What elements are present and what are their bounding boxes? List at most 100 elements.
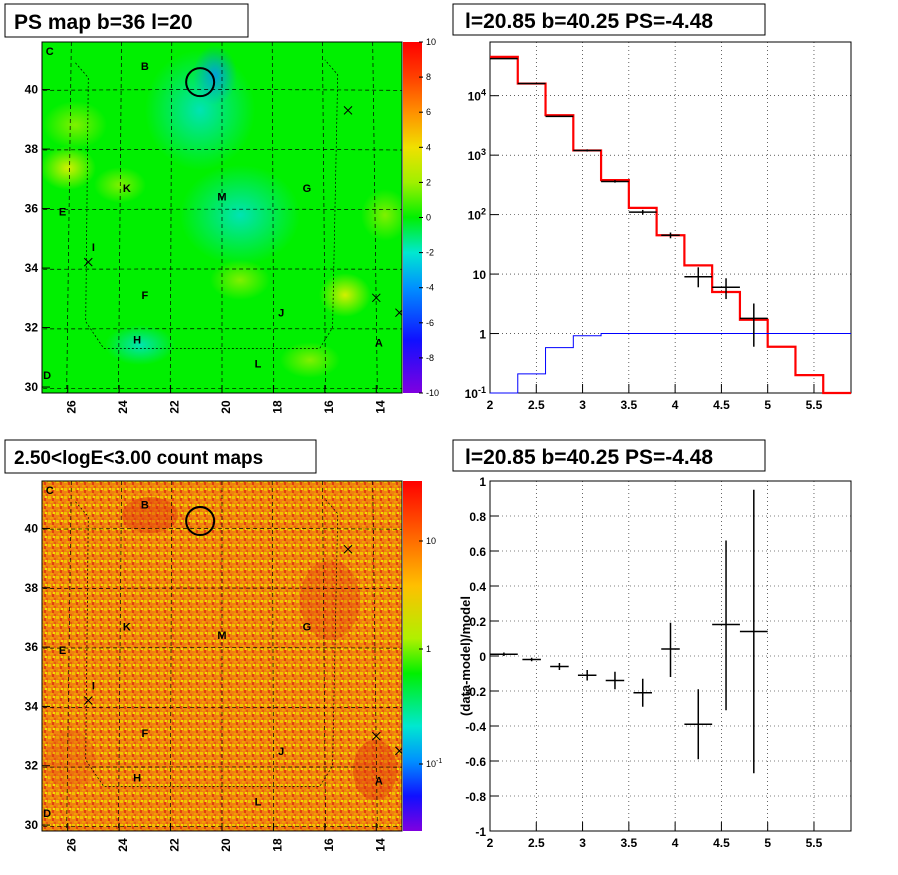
y-tick-label: 40 xyxy=(25,83,39,97)
x-tick-label: 14 xyxy=(373,838,387,852)
region-label: G xyxy=(303,183,312,195)
x-tick-label: 5.5 xyxy=(806,398,823,412)
residual-title-box xyxy=(452,439,766,472)
y-tick-label: -0.6 xyxy=(465,755,486,769)
graticule-lon-line xyxy=(322,42,326,393)
x-tick-label: 4.5 xyxy=(713,836,730,850)
x-tick-label: 16 xyxy=(322,400,336,414)
x-tick-label: 20 xyxy=(219,400,233,414)
x-tick-label: 5.5 xyxy=(806,836,823,850)
colorbar-tick-label: -10 xyxy=(426,388,439,398)
region-boundary xyxy=(75,59,339,349)
region-label: M xyxy=(217,192,226,204)
region-label: J xyxy=(278,746,284,758)
target-circle xyxy=(185,67,216,98)
x-tick-label: 2.5 xyxy=(528,398,545,412)
x-tick-label: 5 xyxy=(764,398,771,412)
count-map-title: 2.50<logE<3.00 count maps xyxy=(14,448,263,469)
graticule-lat-line xyxy=(42,89,402,91)
count-map-panel: C B K M G E I F J H A L D 10 1 10-1 26 24 22 20 18 16 14 30 32… xyxy=(4,439,442,852)
spectrum-plot: 2 2.5 3 3.5 4 4.5 5 5.5 10-1 1 10 102 103 104 xyxy=(465,42,851,412)
ps-map-heatmap xyxy=(42,42,402,393)
region-label: G xyxy=(303,621,312,633)
y-tick-label: 36 xyxy=(25,202,39,216)
graticule-lon-line xyxy=(118,42,122,393)
y-tick-label: 0.2 xyxy=(469,615,486,629)
y-tick-label: 32 xyxy=(25,759,39,773)
graticule-lon-line xyxy=(118,481,122,831)
x-tick-label: 3.5 xyxy=(621,836,638,850)
y-tick-label: 0 xyxy=(479,650,486,664)
ps-map-axes: 26 24 22 20 18 16 14 30 32 34 36 38 40 xyxy=(25,83,388,414)
x-tick-label: 2 xyxy=(487,398,494,412)
x-tick-label: 2 xyxy=(487,836,494,850)
region-label: I xyxy=(92,681,95,693)
colorbar-tick-label: 6 xyxy=(426,107,431,117)
region-label: I xyxy=(92,242,95,254)
colorbar-tick-label: 2 xyxy=(426,177,431,187)
colorbar-tick-label: 1 xyxy=(426,644,431,654)
region-label: B xyxy=(141,500,149,512)
region-label: C xyxy=(46,46,54,58)
x-tick-label: 4 xyxy=(672,836,679,850)
spectrum-panel: 2 2.5 3 3.5 4 4.5 5 5.5 10-1 1 10 102 103 104 l=20.85… xyxy=(452,3,852,412)
count-map-axes: 26 24 22 20 18 16 14 30 32 34 36 38 40 xyxy=(25,521,388,851)
graticule-lon-line xyxy=(169,42,173,393)
colorbar-tick-label: 10-1 xyxy=(426,758,442,769)
colorbar-tick-label: 4 xyxy=(426,142,431,152)
graticule-lon-line xyxy=(66,481,72,831)
source-cross-b xyxy=(83,257,93,267)
graticule-lon-line xyxy=(66,42,72,393)
ps-colorbar xyxy=(403,42,422,393)
source-cross-b xyxy=(371,731,381,741)
x-tick-label: 4.5 xyxy=(713,398,730,412)
x-tick-label: 24 xyxy=(116,400,130,414)
y-tick-label: -1 xyxy=(475,825,486,839)
count-colorbar-ticks: 10 1 10-1 xyxy=(419,536,442,769)
x-tick-label: 14 xyxy=(373,400,387,414)
x-tick-label: 20 xyxy=(219,838,233,852)
x-tick-label: 26 xyxy=(65,400,79,414)
y-tick-label: 34 xyxy=(25,261,39,275)
residual-panel: 2 2.5 3 3.5 4 4.5 5 5.5 1 0.8 0.6 0.4 0.2 0 -0.2 -0.4 -0… xyxy=(452,439,852,850)
y-tick-label: 34 xyxy=(25,699,39,713)
x-tick-label: 2.5 xyxy=(528,836,545,850)
spectrum-title-box xyxy=(452,3,766,36)
source-cross-b xyxy=(371,293,381,303)
y-tick-label: 103 xyxy=(468,147,486,163)
colorbar-tick-label: 8 xyxy=(426,72,431,82)
graticule-lat-line xyxy=(42,647,402,649)
region-label: J xyxy=(278,308,284,320)
y-tick-label: 102 xyxy=(468,207,486,223)
ps-colorbar-ticks: 10 8 6 4 2 0 -2 -4 -6 -8 -10 xyxy=(419,37,439,398)
y-tick-label: 30 xyxy=(25,380,39,394)
region-label: A xyxy=(375,337,383,349)
graticule-lon-line xyxy=(169,481,173,831)
graticule-lon-line xyxy=(322,481,326,831)
target-circle xyxy=(185,506,216,537)
colorbar-tick-label: -2 xyxy=(426,248,434,258)
graticule-lon-line xyxy=(372,481,378,831)
source-cross-b xyxy=(83,696,93,705)
region-label: M xyxy=(217,630,226,642)
y-tick-label: 38 xyxy=(25,142,39,156)
region-boundary xyxy=(75,498,339,787)
x-tick-label: 24 xyxy=(116,838,130,852)
y-tick-label: -0.2 xyxy=(465,685,486,699)
source-cross-b xyxy=(395,747,402,756)
residual-plot: 2 2.5 3 3.5 4 4.5 5 5.5 1 0.8 0.6 0.4 0.2 0 -0.2 -0.4 -0… xyxy=(465,475,851,850)
graticule-lon-line xyxy=(271,42,275,393)
y-tick-label: 40 xyxy=(25,521,39,535)
colorbar-tick-label: -8 xyxy=(426,353,434,363)
source-cross-b xyxy=(343,544,353,554)
ps-map-title: PS map b=36 l=20 xyxy=(14,11,193,34)
source-cross-b xyxy=(343,106,353,115)
colorbar-tick-label: 10 xyxy=(426,536,436,546)
y-tick-label: 10-1 xyxy=(465,385,486,401)
x-tick-label: 5 xyxy=(764,836,771,850)
y-tick-label: 104 xyxy=(468,88,486,104)
x-tick-label: 22 xyxy=(168,838,182,852)
x-tick-label: 4 xyxy=(672,398,679,412)
